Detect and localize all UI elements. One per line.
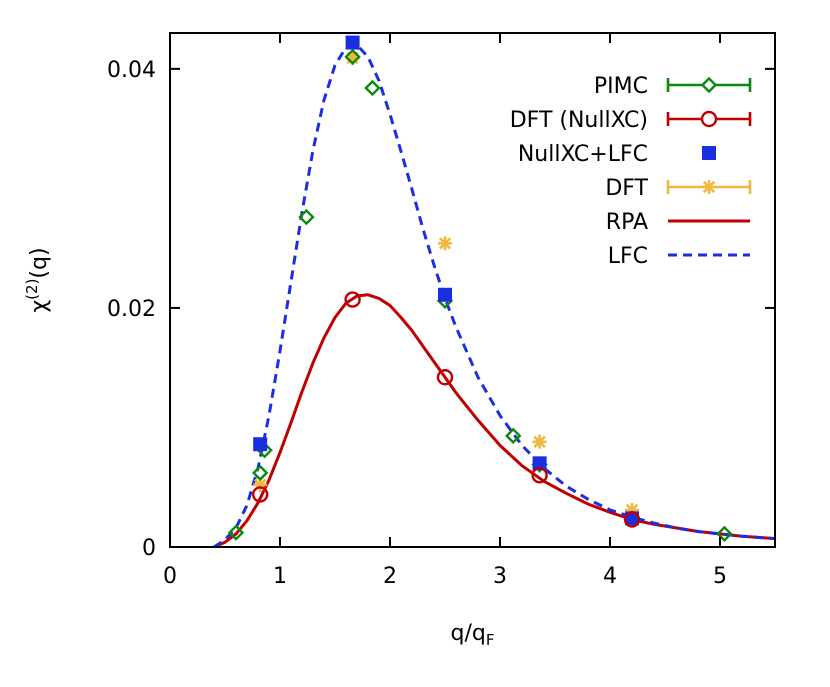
legend: PIMC DFT (NullXC) NullXC+LFC DFT RPA LFC: [510, 74, 752, 269]
legend-pimc-marker-shape: [700, 76, 718, 94]
point-pimc-0-shape: [227, 524, 245, 541]
point-dft-nullxc--2-shape: [436, 369, 454, 386]
point-pimc-1-shape: [252, 464, 269, 482]
point-dft-nullxc--1: [344, 291, 361, 308]
point-dft-2-shape: [438, 236, 452, 251]
x-axis-title-main: q/q: [451, 621, 486, 646]
point-pimc-4: [344, 48, 361, 66]
legend-dft-marker-shape: [702, 180, 716, 194]
tick-label-layer: 0 1 2 3 4 5 0 0.02 0.04: [107, 58, 727, 589]
point-nullxc-lfc-1: [345, 35, 360, 50]
legend-rpa-label: RPA: [606, 210, 648, 235]
point-nullxc-lfc-0-shape: [253, 437, 268, 452]
legend-nullxc-lfc-marker-shape: [702, 146, 716, 160]
point-nullxc-lfc-2-shape: [438, 287, 452, 302]
point-dft-1-shape: [345, 51, 360, 66]
marker-layer: [227, 35, 733, 543]
point-dft-nullxc--0: [252, 486, 269, 503]
legend-dft-marker: [702, 180, 716, 194]
x-axis-title: q/qF: [451, 621, 495, 649]
y-tick-label-2: 0.04: [107, 58, 156, 83]
legend-dft-nullxc-: DFT (NullXC): [510, 108, 752, 133]
legend-nullxc-lfc-marker: [702, 146, 716, 160]
point-dft-4-shape: [625, 502, 639, 517]
legend-dft-nullxc--label: DFT (NullXC): [510, 108, 648, 133]
point-pimc-4-shape: [344, 48, 361, 66]
x-tick-label-1: 1: [273, 564, 287, 589]
point-pimc-3: [298, 208, 315, 226]
point-dft-nullxc--4: [623, 511, 641, 528]
x-tick-label-0: 0: [163, 564, 177, 589]
point-dft-0: [253, 477, 268, 492]
legend-pimc-marker: [700, 76, 718, 94]
legend-nullxc-lfc-label: NullXC+LFC: [518, 142, 648, 167]
legend-pimc: PIMC: [594, 74, 752, 99]
point-dft-1: [345, 51, 360, 66]
legend-rpa: RPA: [606, 210, 750, 235]
x-tick-label-4: 4: [603, 564, 617, 589]
point-dft-3-shape: [532, 434, 547, 449]
curve-lfc: [213, 43, 775, 547]
legend-nullxc-lfc: NullXC+LFC: [518, 142, 716, 167]
point-pimc-3-shape: [298, 208, 315, 226]
point-dft-nullxc--3: [531, 467, 548, 484]
point-dft-0-shape: [253, 477, 268, 492]
legend-dft: DFT: [605, 176, 752, 201]
y-tick-label-1: 0.02: [107, 297, 156, 322]
point-dft-nullxc--4-shape: [623, 511, 641, 528]
point-nullxc-lfc-3-shape: [532, 456, 547, 471]
legend-dft-nullxc--marker-shape: [700, 110, 718, 128]
x-tick-label-5: 5: [713, 564, 727, 589]
legend-dft-nullxc--marker-bg: [702, 112, 716, 126]
y-axis-title-sup: (2): [23, 279, 41, 300]
point-nullxc-lfc-2: [438, 287, 452, 302]
point-pimc-1: [252, 464, 269, 482]
tick-layer: [169, 33, 775, 548]
point-pimc-5-shape: [364, 79, 381, 97]
point-dft-3: [532, 434, 547, 449]
point-dft-nullxc--1-shape: [344, 291, 361, 308]
point-dft-2: [438, 236, 452, 251]
point-dft-nullxc--0-shape: [252, 486, 269, 503]
y-axis-title-main: χ: [27, 300, 52, 313]
x-tick-label-2: 2: [383, 564, 397, 589]
y-tick-label-0: 0: [142, 536, 156, 561]
plot-frame: [169, 32, 776, 548]
point-pimc-7: [505, 427, 522, 445]
legend-pimc-marker-bg: [702, 78, 716, 92]
point-nullxc-lfc-1-shape: [345, 35, 360, 50]
curve-rpa: [213, 293, 775, 547]
point-pimc-7-shape: [505, 427, 522, 445]
point-pimc-10-shape: [716, 525, 733, 543]
point-nullxc-lfc-3: [532, 456, 547, 471]
point-pimc-5: [364, 79, 381, 97]
point-dft-nullxc--3-shape: [531, 467, 548, 484]
y-axis-title: χ(2)(q): [23, 247, 52, 312]
legend-pimc-label: PIMC: [594, 74, 648, 99]
legend-lfc-label: LFC: [608, 244, 648, 269]
x-axis-title-sub: F: [486, 631, 495, 649]
point-nullxc-lfc-0: [253, 437, 268, 452]
point-pimc-0: [227, 524, 245, 541]
point-pimc-10: [716, 525, 733, 543]
legend-dft-nullxc--marker: [700, 110, 718, 128]
legend-lfc: LFC: [608, 244, 750, 269]
point-dft-nullxc--2: [436, 369, 454, 386]
legend-dft-label: DFT: [605, 176, 648, 201]
y-axis-title-tail: (q): [27, 247, 52, 278]
point-dft-4: [625, 502, 639, 517]
x-tick-label-3: 3: [493, 564, 507, 589]
